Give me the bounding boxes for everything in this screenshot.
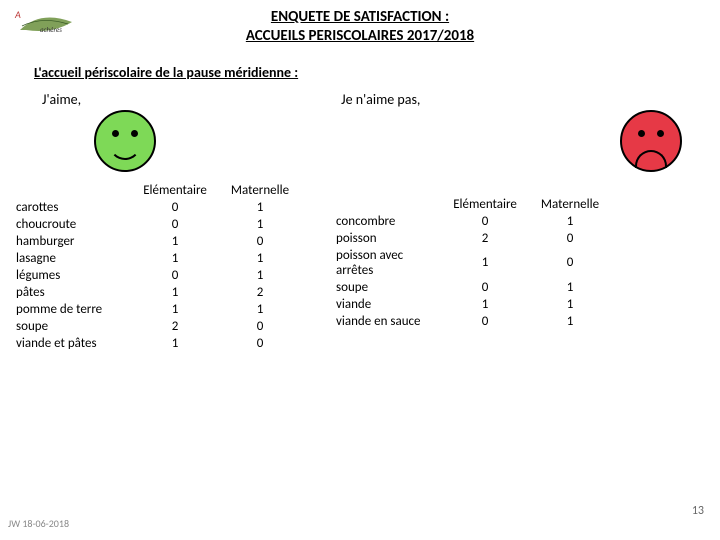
table-row: légumes01 — [10, 267, 300, 284]
svg-text:achères: achères — [40, 25, 62, 34]
table-row: poisson20 — [330, 230, 610, 247]
like-label: J'aime, — [42, 91, 81, 108]
logo: A achères — [12, 6, 102, 38]
table-row: carottes01 — [10, 199, 300, 216]
page-title: ENQUETE DE SATISFACTION : ACCUEILS PERIS… — [0, 8, 720, 46]
col-elementaire: Elémentaire — [440, 196, 530, 213]
footer-text: JW 18-06-2018 — [8, 517, 69, 530]
table-row: viande11 — [330, 296, 610, 313]
title-line1: ENQUETE DE SATISFACTION : — [271, 8, 449, 26]
dislike-label: Je n'aime pas, — [341, 91, 420, 108]
faces-row — [0, 110, 720, 178]
table-row: lasagne11 — [10, 250, 300, 267]
table-row: choucroute01 — [10, 216, 300, 233]
table-row: soupe01 — [330, 279, 610, 296]
title-line2: ACCUEILS PERISCOLAIRES 2017/2018 — [246, 27, 474, 45]
section-subtitle: L'accueil périscolaire de la pause mérid… — [34, 64, 720, 81]
table-row: hamburger10 — [10, 233, 300, 250]
table-row: soupe20 — [10, 318, 300, 335]
dislike-table: Elémentaire Maternelle concombre01 poiss… — [330, 196, 610, 330]
table-row: viande et pâtes10 — [10, 335, 300, 352]
col-maternelle: Maternelle — [530, 196, 610, 213]
page-number: 13 — [692, 504, 704, 518]
happy-face-icon — [94, 110, 156, 172]
like-table: Elémentaire Maternelle carottes01 choucr… — [10, 182, 300, 352]
table-row: viande en sauce01 — [330, 313, 610, 330]
table-row: pomme de terre11 — [10, 301, 300, 318]
table-row: poisson avec arrêtes10 — [330, 247, 610, 279]
col-blank — [10, 182, 130, 199]
table-header-row: Elémentaire Maternelle — [10, 182, 300, 199]
col-blank — [330, 196, 440, 213]
table-header-row: Elémentaire Maternelle — [330, 196, 610, 213]
labels-row: J'aime, Je n'aime pas, — [0, 91, 720, 108]
header: A achères ENQUETE DE SATISFACTION : ACCU… — [0, 0, 720, 46]
leaf-logo-icon: A achères — [12, 6, 102, 38]
col-elementaire: Elémentaire — [130, 182, 220, 199]
tables-row: Elémentaire Maternelle carottes01 choucr… — [0, 182, 720, 352]
table-row: concombre01 — [330, 213, 610, 230]
sad-face-icon — [620, 110, 682, 172]
col-maternelle: Maternelle — [220, 182, 300, 199]
svg-text:A: A — [14, 8, 21, 21]
table-row: pâtes12 — [10, 284, 300, 301]
